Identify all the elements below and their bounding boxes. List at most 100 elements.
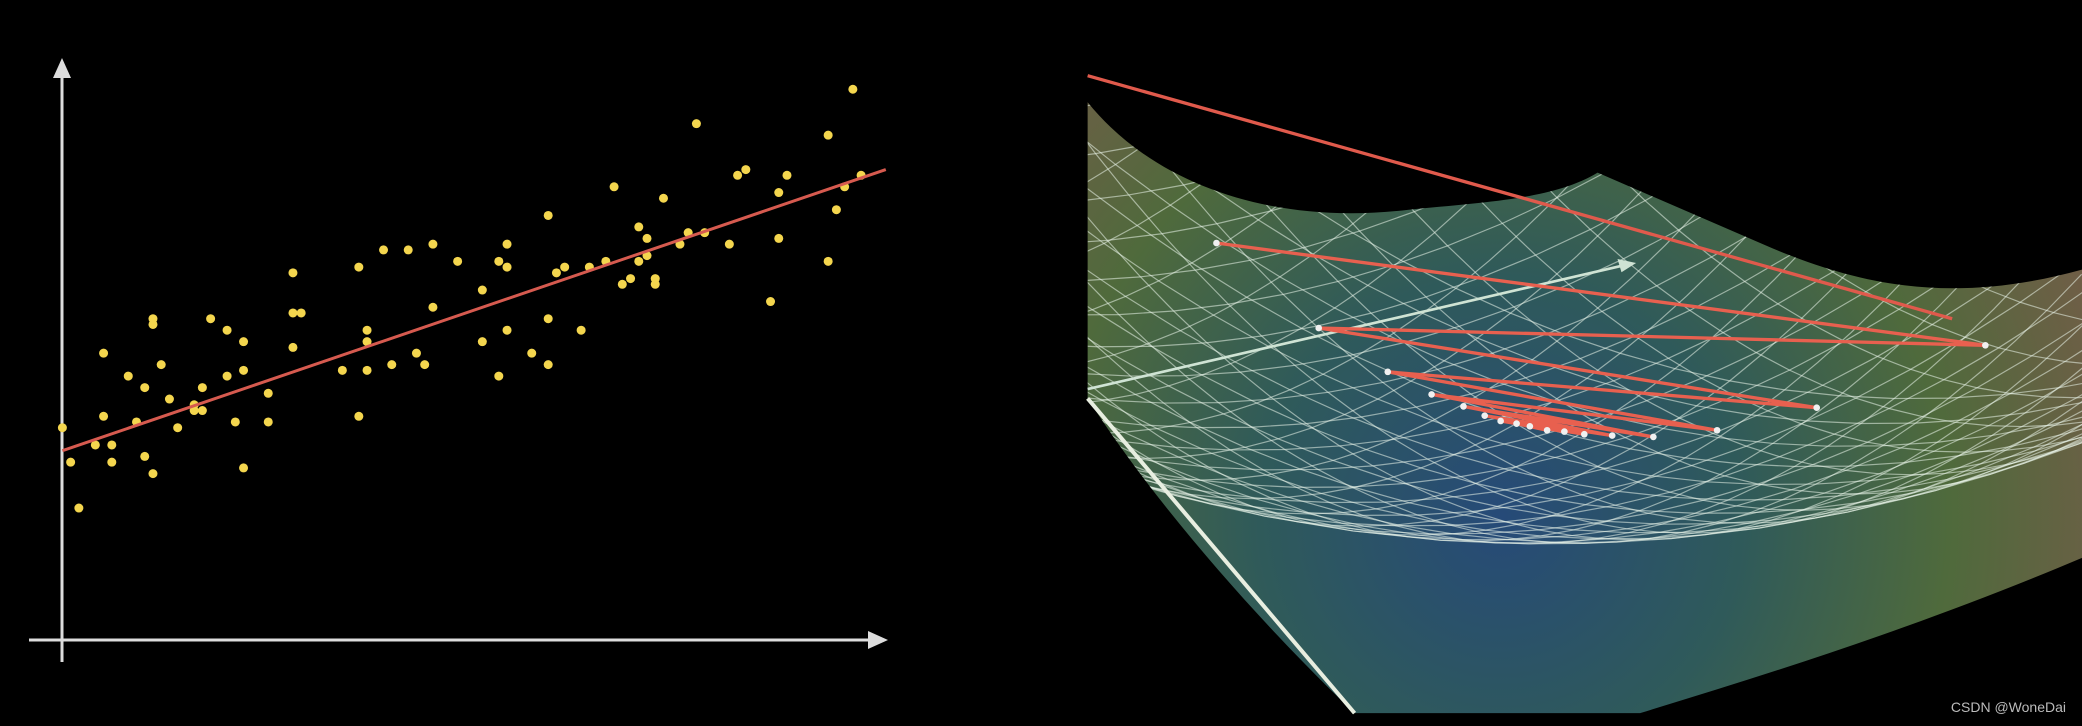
scatter-point [428,302,438,312]
mesh-line [1087,102,2082,425]
scatter-point [766,297,776,307]
mesh-line [1087,102,2082,534]
mesh-line [1191,102,2082,428]
scatter-point [107,440,117,450]
scatter-point [494,256,504,266]
scatter-point [527,348,537,358]
scatter-point [288,308,298,318]
scatter-point [626,274,636,284]
mesh-line [1087,102,1590,435]
scatter-point [823,130,833,140]
mesh-line [1087,102,2082,447]
scatter-point [658,193,668,203]
mesh-line [1087,102,1699,481]
scatter-point [831,205,841,215]
scatter-point [502,239,512,249]
scatter-point [453,256,463,266]
scatter-point [543,210,553,220]
regression-line [61,168,887,453]
scatter-point [74,503,84,513]
scatter-point [848,84,858,94]
mesh-line [1087,102,2082,514]
mesh-line [1136,102,2082,453]
x-arrow [868,631,888,649]
scatter-point [296,308,306,318]
scatter-point [403,245,413,255]
scatter-point [551,268,561,278]
scatter-point [206,314,216,324]
mesh-line [1087,102,2082,501]
axes [29,58,888,662]
scatter-point [494,371,504,381]
mesh-line [1087,102,2082,495]
mesh-line [1087,102,2082,476]
scatter-point [57,423,67,433]
scatter-point [477,285,487,295]
scatter-point [823,256,833,266]
scatter-point [362,337,372,347]
scatter-point [362,325,372,335]
scatter-point [477,337,487,347]
scatter-point [337,365,347,375]
scatter-point [99,348,109,358]
mesh-line [1087,102,1535,407]
scatter-point [634,222,644,232]
scatter-point [650,279,660,289]
scatter-point [90,440,100,450]
scatter-point [222,325,232,335]
descent-start [1087,74,1953,321]
mesh-line [1087,102,2082,545]
scatter-point [733,170,743,180]
scatter-point [428,239,438,249]
watermark: CSDN @WoneDai [1951,699,2066,715]
scatter-point [239,337,249,347]
scatter-point [140,383,150,393]
scatter-point [724,239,734,249]
axis-line [1086,397,1357,715]
scatter-point [691,119,701,129]
scatter-point [741,165,751,175]
mesh-line [1087,102,2082,468]
scatter-point [379,245,389,255]
scatter-point [502,325,512,335]
plot-area [57,84,887,513]
scatter-point [288,342,298,352]
scatter-point [222,371,232,381]
scatter-point [634,256,644,266]
scatter-point [164,394,174,404]
scatter-point [609,182,619,192]
scatter-point [197,383,207,393]
scatter-point [263,417,273,427]
mesh-line [1355,102,2082,332]
scatter-point [230,417,240,427]
mesh-line [1087,102,1425,341]
scatter-point [66,457,76,467]
scatter-point [107,457,117,467]
scatter-point [543,314,553,324]
mesh-line [1087,102,1316,263]
scatter-point [140,451,150,461]
scatter-point [239,365,249,375]
mesh-line [1300,102,2082,367]
mesh-line [1087,102,2082,525]
scatter-point [774,233,784,243]
scatter-point [411,348,421,358]
scatter-point [263,388,273,398]
scatter-point [782,170,792,180]
scatter-point [123,371,133,381]
mesh-line [1087,102,2082,486]
mesh-line [1087,102,2082,535]
mesh-line [1087,102,2082,540]
y-arrow [53,58,71,78]
scatter-point [148,469,158,479]
scatter-point [362,365,372,375]
descent-steps [1213,239,1989,441]
scatter-point [576,325,586,335]
mesh-line [1246,102,2082,399]
scatter-point [774,188,784,198]
scatter-point [148,314,158,324]
scatter-point [173,423,183,433]
mesh-line [1087,102,2082,516]
